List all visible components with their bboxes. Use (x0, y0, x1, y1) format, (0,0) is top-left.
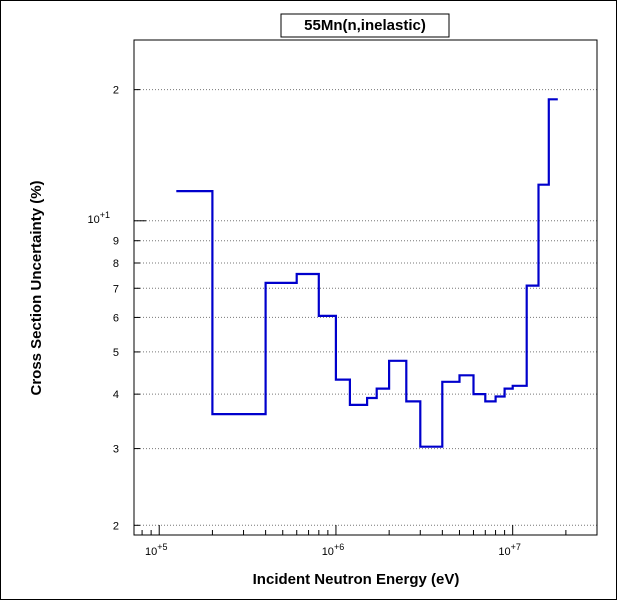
y-tick-label: 4 (113, 389, 119, 401)
y-tick-label: 9 (113, 236, 119, 248)
y-tick-label: 8 (113, 258, 119, 270)
grid-lines (134, 89, 597, 526)
plot-area-border (133, 39, 598, 536)
chart-title: 55Mn(n,inelastic) (304, 17, 426, 34)
y-tick-label: 2 (113, 520, 119, 532)
chart-title-box: 55Mn(n,inelastic) (280, 13, 450, 38)
y-tick-label-major: 10+1 (87, 210, 110, 226)
y-axis-title: Cross Section Uncertainty (%) (28, 180, 45, 395)
x-axis-title: Incident Neutron Energy (eV) (253, 571, 460, 588)
y-tick-label: 5 (113, 347, 119, 359)
axis-ticks (134, 89, 598, 535)
x-tick-label: 10+5 (145, 542, 168, 558)
title-border (280, 13, 450, 38)
series-line (176, 98, 558, 448)
y-tick-label: 7 (113, 283, 119, 295)
y-tick-label: 6 (113, 312, 119, 324)
y-tick-label: 3 (113, 444, 119, 456)
series-uncertainty (176, 98, 558, 448)
tick-labels: 2 3 4 5 6 7 8 9 2 10+1 10+5 10+6 10+7 (87, 85, 520, 558)
y-tick-label: 2 (113, 85, 119, 97)
x-tick-label: 10+7 (498, 542, 521, 558)
x-tick-label: 10+6 (322, 542, 345, 558)
